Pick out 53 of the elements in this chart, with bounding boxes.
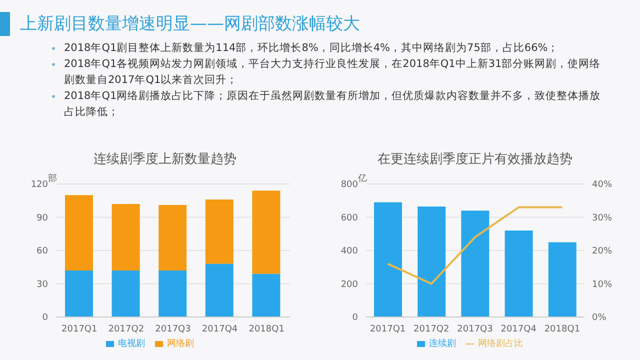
y-tick-label: 400 <box>340 246 358 257</box>
chart-title: 连续剧季度上新数量趋势 <box>92 151 238 169</box>
text: 2018年Q1网络剧播放占比下降；原因在于虽然网剧数量有所增加，但优质爆款内容数量并不多，致使整体播放占比降低； <box>64 89 602 120</box>
bar <box>504 230 533 317</box>
x-tick-label: 2017Q2 <box>108 324 144 334</box>
y-tick-label: 0 <box>42 313 48 324</box>
bar <box>205 264 234 317</box>
text: 上新剧目数量增速明显——网剧部数涨幅较大 <box>20 13 360 35</box>
legend-label: 网络剧 <box>167 339 194 349</box>
text: 2018年Q1各视频网站发力网剧领域，平台大力支持行业良性发展，在2018年Q1中上新31部分账网剧，使网络剧数量自2017年Q1以来首次回升； <box>64 57 602 88</box>
bar <box>65 270 93 317</box>
x-tick-label: 2017Q4 <box>202 324 238 334</box>
x-tick-label: 2018Q1 <box>544 324 580 334</box>
y-tick-label: 600 <box>340 213 358 224</box>
y2-tick-label: 20% <box>592 246 612 257</box>
legend-label: 网络剧占比 <box>478 339 523 349</box>
bar <box>374 202 402 317</box>
bar <box>548 242 576 317</box>
x-tick-label: 2017Q3 <box>155 324 191 334</box>
y-tick-label: 90 <box>36 213 48 224</box>
y-axis-title: 部 <box>48 172 57 185</box>
bar <box>65 195 93 270</box>
y-axis-title: 亿 <box>358 173 367 185</box>
x-tick-label: 2017Q2 <box>414 324 450 334</box>
y2-tick-label: 0% <box>592 313 607 324</box>
y-tick-label: 60 <box>36 246 48 257</box>
x-tick-label: 2018Q1 <box>248 324 284 334</box>
bar <box>418 206 446 317</box>
bar <box>112 204 140 270</box>
x-tick-label: 2017Q1 <box>370 324 406 334</box>
text: 2018年Q1剧目整体上新数量为114部，环比增长8%，同比增长4%，其中网络剧为75部，占比66%； <box>64 41 560 56</box>
bar <box>461 210 490 317</box>
bar <box>205 200 234 264</box>
y-tick-label: 0 <box>352 313 358 324</box>
bar <box>158 270 187 317</box>
y-tick-label: 200 <box>340 280 358 290</box>
bar <box>252 190 280 274</box>
bar <box>112 270 140 317</box>
line-series <box>386 206 564 285</box>
x-tick-label: 2017Q3 <box>457 324 493 334</box>
x-tick-label: 2017Q1 <box>62 324 98 334</box>
y2-tick-label: 40% <box>592 180 612 190</box>
y2-tick-label: 30% <box>592 213 612 224</box>
y2-tick-label: 10% <box>592 280 612 290</box>
legend-label: 连续剧 <box>429 339 456 349</box>
y-tick-label: 800 <box>340 180 358 190</box>
bar <box>158 205 187 270</box>
legend-label: 电视剧 <box>118 339 145 349</box>
x-tick-label: 2017Q4 <box>500 324 537 334</box>
chart-title: 在更连续剧季度正片有效播放趋势 <box>376 151 574 169</box>
bar <box>252 274 280 317</box>
y-tick-label: 120 <box>30 180 48 190</box>
y-tick-label: 30 <box>36 280 48 290</box>
